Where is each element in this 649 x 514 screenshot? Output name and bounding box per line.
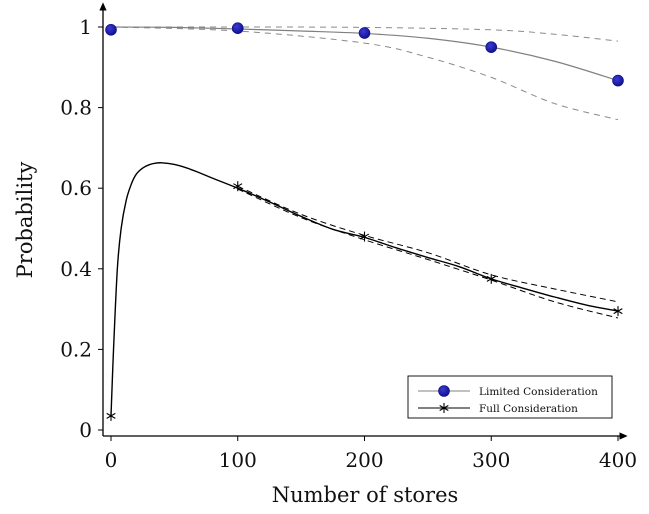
legend-marker-limited: [438, 385, 450, 397]
x-tick-label: 400: [599, 448, 637, 472]
limited-point: [231, 22, 244, 35]
limited-band-lower: [110, 26, 619, 121]
series-markers: [105, 22, 624, 421]
legend-box: [407, 375, 613, 419]
x-tick-label: 100: [219, 448, 257, 472]
y-tick-label: 0.4: [60, 257, 92, 281]
full-point: [233, 181, 243, 192]
legend-star-shape: [439, 403, 449, 413]
legend-marker-full: [439, 403, 449, 413]
series-lines: [110, 26, 619, 416]
limited-point: [358, 27, 371, 39]
full-band-upper: [237, 185, 619, 303]
x-tick-label: 200: [345, 448, 383, 472]
legend-label-limited: Limited Consideration: [479, 386, 598, 398]
y-tick-label: 0.8: [60, 96, 92, 120]
limited-band-upper: [110, 26, 619, 42]
y-tick-label: 0.6: [60, 176, 92, 200]
x-tick-label: 0: [105, 448, 118, 472]
limited-point: [485, 41, 498, 53]
axes: [99, 2, 628, 440]
x-axis-title: Number of stores: [272, 483, 459, 507]
confidence-bands: [110, 26, 619, 319]
full-point: [359, 231, 370, 242]
limited-point: [105, 24, 117, 36]
x-axis-ticks: 0 100 200 300 400: [105, 436, 637, 472]
full-point: [106, 410, 116, 421]
y-tick-label: 0: [79, 418, 92, 442]
y-tick-label: 0.2: [60, 337, 92, 361]
full-point: [613, 306, 623, 317]
y-tick-label: 1: [79, 15, 92, 39]
limited-point: [612, 74, 624, 87]
full-consideration-line: [110, 162, 619, 416]
full-point: [486, 273, 496, 284]
x-tick-label: 300: [472, 448, 510, 472]
legend-label-full: Full Consideration: [479, 403, 578, 415]
legend: Limited Consideration Full Consideration: [407, 375, 613, 419]
full-band-lower: [237, 188, 619, 319]
y-axis-ticks: 0 0.2 0.4 0.6 0.8 1: [60, 15, 103, 442]
y-axis-title: Probability: [13, 162, 37, 279]
